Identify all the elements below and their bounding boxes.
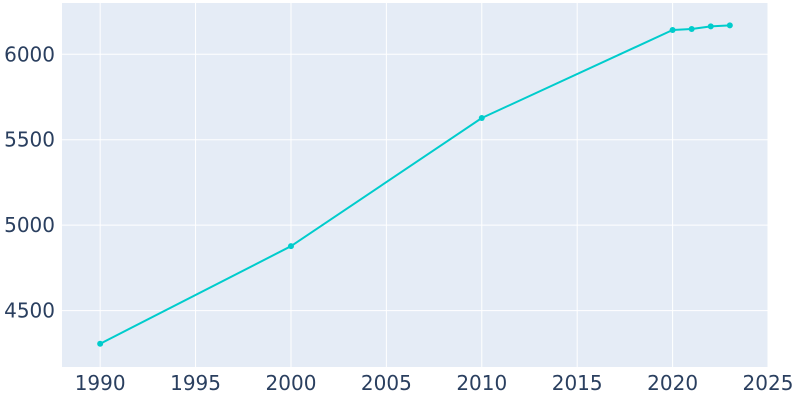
data-point — [669, 27, 676, 34]
data-point — [478, 115, 485, 122]
plot-area — [62, 3, 768, 367]
data-point — [688, 25, 695, 32]
y-tick-label: 5000 — [4, 213, 55, 237]
y-tick-label: 4500 — [4, 299, 55, 323]
data-point — [97, 340, 104, 347]
data-point — [707, 23, 714, 30]
x-tick-label: 2015 — [552, 371, 603, 395]
y-tick-label: 6000 — [4, 42, 55, 66]
y-axis-tick-labels: 4500 5000 5500 6000 — [4, 42, 55, 322]
data-point — [726, 22, 733, 29]
y-tick-label: 5500 — [4, 128, 55, 152]
x-tick-label: 2000 — [266, 371, 317, 395]
x-tick-label: 2025 — [743, 371, 794, 395]
x-tick-label: 1995 — [170, 371, 221, 395]
x-tick-label: 2005 — [361, 371, 412, 395]
x-axis-tick-labels: 1990 1995 2000 2005 2010 2015 2020 2025 — [75, 371, 794, 395]
series-layer — [97, 22, 733, 347]
data-point — [287, 243, 294, 250]
grid-lines — [62, 3, 769, 367]
x-tick-label: 2010 — [456, 371, 507, 395]
x-tick-label: 2020 — [647, 371, 698, 395]
x-tick-label: 1990 — [75, 371, 126, 395]
